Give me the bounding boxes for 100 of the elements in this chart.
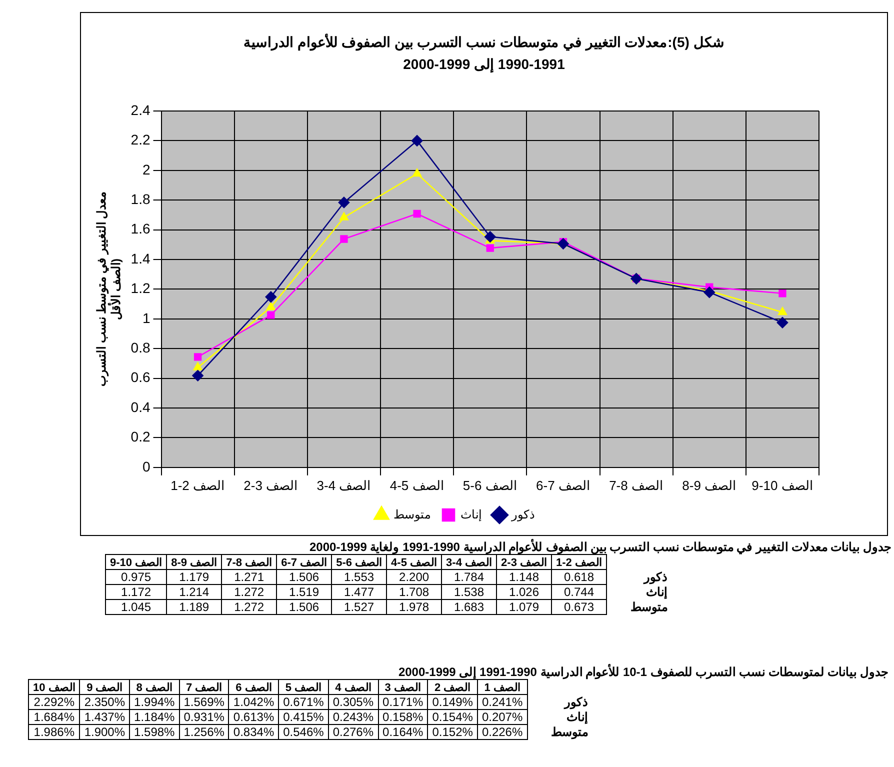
chart-title: جدول بيانات معدلات التغيير في متوسطات نسب التسرب بين الصفوف للأعوام الدراسية 1990-1991 ولغاية 1999-2000 bbox=[308, 540, 891, 554]
data-label: 1.538 bbox=[442, 584, 497, 600]
y-tick-label: إناث bbox=[566, 710, 589, 724]
x-tick-label: الصف 8 bbox=[130, 680, 180, 694]
y-tick-label: 0.4 bbox=[130, 398, 150, 415]
y-tick-label: متوسط bbox=[550, 724, 590, 740]
data-label: 0.834% bbox=[228, 724, 279, 740]
data-label: 1.272 bbox=[222, 600, 277, 614]
x-tick-label: الصف 9-8 bbox=[682, 478, 737, 493]
x-tick-label: الصف 8-7 bbox=[222, 554, 277, 570]
x-tick-label: الصف 4-3 bbox=[442, 554, 497, 570]
y-tick-label: 1.4 bbox=[130, 250, 150, 266]
data-label: 2.350% bbox=[80, 694, 130, 710]
data-label: 0.158% bbox=[378, 710, 428, 724]
x-tick-label: الصف 3-2 bbox=[244, 478, 298, 493]
data-label: 1.189 bbox=[166, 600, 222, 614]
data-label: 1.986% bbox=[28, 724, 80, 740]
data-label: 0.154% bbox=[428, 710, 478, 724]
y-axis-title: معدل التغيير في متوسط نسب التسرب الصف الأقل) bbox=[94, 192, 123, 387]
y-tick-label: 2.2 bbox=[130, 132, 150, 148]
data-label: 0.226% bbox=[477, 724, 528, 740]
data-label: 1.506 bbox=[276, 600, 332, 614]
data-label: 1.214 bbox=[166, 584, 222, 600]
x-tick-label: الصف 10 bbox=[28, 680, 80, 694]
x-tick-label: الصف 9-8 bbox=[166, 554, 222, 570]
x-tick-label: الصف 6-5 bbox=[462, 478, 518, 493]
y-tick-label: 0.6 bbox=[130, 369, 150, 386]
data-label: 1.042% bbox=[228, 694, 279, 710]
data-label: 2.200 bbox=[386, 570, 442, 584]
x-tick-label: الصف 2-1 bbox=[170, 478, 226, 493]
data-label: 1.148 bbox=[496, 570, 552, 584]
y-tick-label: 1 bbox=[142, 310, 150, 326]
data-label: 1.784 bbox=[442, 570, 497, 584]
data-label: 1.271 bbox=[222, 570, 277, 584]
data-label: 1.569% bbox=[179, 694, 229, 710]
x-tick-label: الصف 3-2 bbox=[496, 554, 552, 570]
data-label: 0.618 bbox=[552, 570, 606, 584]
x-tick-label: الصف 7 bbox=[179, 680, 229, 694]
x-tick-label: الصف 1 bbox=[477, 680, 528, 694]
data-label: 0.243% bbox=[328, 710, 378, 724]
data-label: 1.519 bbox=[276, 584, 332, 600]
data-label: 0.164% bbox=[378, 724, 428, 740]
data-label: 0.613% bbox=[228, 710, 279, 724]
x-tick-label: الصف 2 bbox=[428, 680, 478, 694]
data-label: 1.172 bbox=[106, 584, 167, 600]
x-tick-label: الصف 6-5 bbox=[332, 554, 387, 570]
data-label: 1.045 bbox=[106, 600, 167, 614]
data-label: 0.241% bbox=[477, 694, 528, 710]
data-label: 0.415% bbox=[278, 710, 328, 724]
x-tick-label: الصف 6 bbox=[228, 680, 279, 694]
data-label: 1.684% bbox=[28, 710, 80, 724]
x-tick-label: الصف 7-6 bbox=[276, 554, 332, 570]
y-tick-label: ذكور bbox=[642, 570, 668, 584]
data-label: 1.994% bbox=[130, 694, 180, 710]
x-tick-label: الصف 8-7 bbox=[609, 478, 664, 493]
data-label: 1.026 bbox=[496, 584, 552, 600]
x-tick-label: الصف 2-1 bbox=[552, 554, 606, 570]
y-tick-label: 1.8 bbox=[130, 190, 150, 207]
data-label: 1.553 bbox=[332, 570, 387, 584]
data-label: 0.276% bbox=[328, 724, 378, 740]
y-tick-label: ذكور bbox=[562, 694, 589, 710]
x-tick-label: الصف 3 bbox=[378, 680, 428, 694]
data-label: 1.079 bbox=[496, 600, 552, 614]
data-label: 1.184% bbox=[130, 710, 180, 724]
data-label: 2.292% bbox=[28, 694, 80, 710]
data-label: 0.305% bbox=[328, 694, 378, 710]
legend-label: إناث bbox=[460, 507, 482, 522]
y-tick-label: إناث bbox=[644, 584, 668, 600]
data-label: 0.931% bbox=[179, 710, 229, 724]
y-tick-label: متوسط bbox=[629, 600, 668, 614]
y-tick-label: 0.2 bbox=[130, 428, 150, 445]
data-label: 0.207% bbox=[477, 710, 528, 724]
data-label: 1.900% bbox=[80, 724, 130, 740]
data-label: 0.152% bbox=[428, 724, 478, 740]
data-label: 0.744 bbox=[552, 584, 606, 600]
data-label: 1.506 bbox=[276, 570, 332, 584]
data-label: 1.477 bbox=[332, 584, 387, 600]
data-label: 1.437% bbox=[80, 710, 130, 724]
data-label: 1.683 bbox=[442, 600, 497, 614]
y-tick-label: 2.4 bbox=[130, 102, 150, 118]
y-tick-label: 2 bbox=[142, 161, 150, 178]
x-tick-label: الصف 4 bbox=[328, 680, 378, 694]
data-label: 1.598% bbox=[130, 724, 180, 740]
x-tick-label: الصف 5-4 bbox=[390, 478, 444, 493]
data-label: 0.171% bbox=[378, 694, 428, 710]
data-label: 0.671% bbox=[278, 694, 328, 710]
x-tick-label: الصف 5 bbox=[278, 680, 328, 694]
data-label: 0.149% bbox=[428, 694, 478, 710]
data-label: 1.527 bbox=[332, 600, 387, 614]
x-tick-label: الصف 7-6 bbox=[536, 478, 590, 493]
data-label: 1.978 bbox=[386, 600, 442, 614]
x-tick-label: الصف 10-9 bbox=[106, 554, 167, 570]
chart-title: شكل (5):معدلات التغيير في متوسطات نسب التسرب بين الصفوف للأعوام الدراسية 1990-1991 إلى 1999-2000 bbox=[242, 32, 726, 75]
data-label: 1.256% bbox=[179, 724, 229, 740]
x-tick-label: الصف 9 bbox=[80, 680, 130, 694]
y-tick-label: 1.6 bbox=[130, 220, 150, 237]
y-tick-label: 1.2 bbox=[130, 280, 150, 296]
y-tick-label: 0.8 bbox=[130, 339, 150, 356]
data-label: 1.179 bbox=[166, 570, 222, 584]
data-label: 0.546% bbox=[278, 724, 328, 740]
